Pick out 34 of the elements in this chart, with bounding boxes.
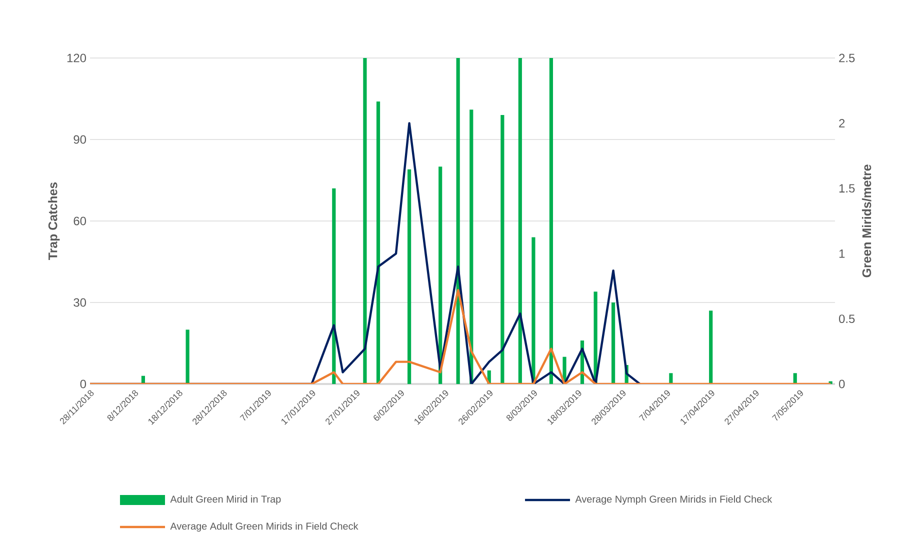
bar [363, 58, 367, 384]
bar [332, 188, 336, 384]
legend-label: Average Adult Green Mirids in Field Check [170, 522, 358, 532]
y-tick-label: 90 [74, 135, 86, 144]
bar [669, 373, 673, 384]
y2-tick-label: 1.5 [839, 184, 855, 193]
bar [611, 302, 616, 384]
legend-label: Average Nymph Green Mirids in Field Check [575, 495, 772, 505]
bar [532, 237, 536, 384]
bar [518, 58, 522, 384]
bar [500, 115, 504, 384]
y-tick-label: 0 [80, 380, 86, 388]
y-tick-label: 30 [74, 298, 86, 307]
y-tick-label: 120 [67, 54, 86, 62]
bar [549, 58, 553, 384]
bar [456, 58, 460, 384]
y2-tick-label: 0.5 [839, 314, 855, 324]
y2-axis-title: Green Mirids/metre [862, 164, 872, 278]
bar [376, 101, 380, 384]
y-axis-title: Trap Catches [48, 182, 60, 260]
bar [793, 373, 797, 384]
bar [470, 110, 474, 384]
y2-tick-label: 2.5 [839, 54, 855, 62]
bar [709, 310, 713, 384]
y2-tick-label: 2 [839, 119, 845, 128]
y-tick-label: 60 [74, 216, 86, 226]
bar [186, 330, 190, 384]
line-series [90, 289, 832, 384]
y2-tick-label: 1 [839, 249, 845, 258]
legend-label: Adult Green Mirid in Trap [170, 495, 281, 505]
bar [594, 292, 598, 384]
y2-tick-label: 0 [839, 380, 845, 388]
bar [438, 166, 442, 384]
bar [407, 169, 412, 384]
